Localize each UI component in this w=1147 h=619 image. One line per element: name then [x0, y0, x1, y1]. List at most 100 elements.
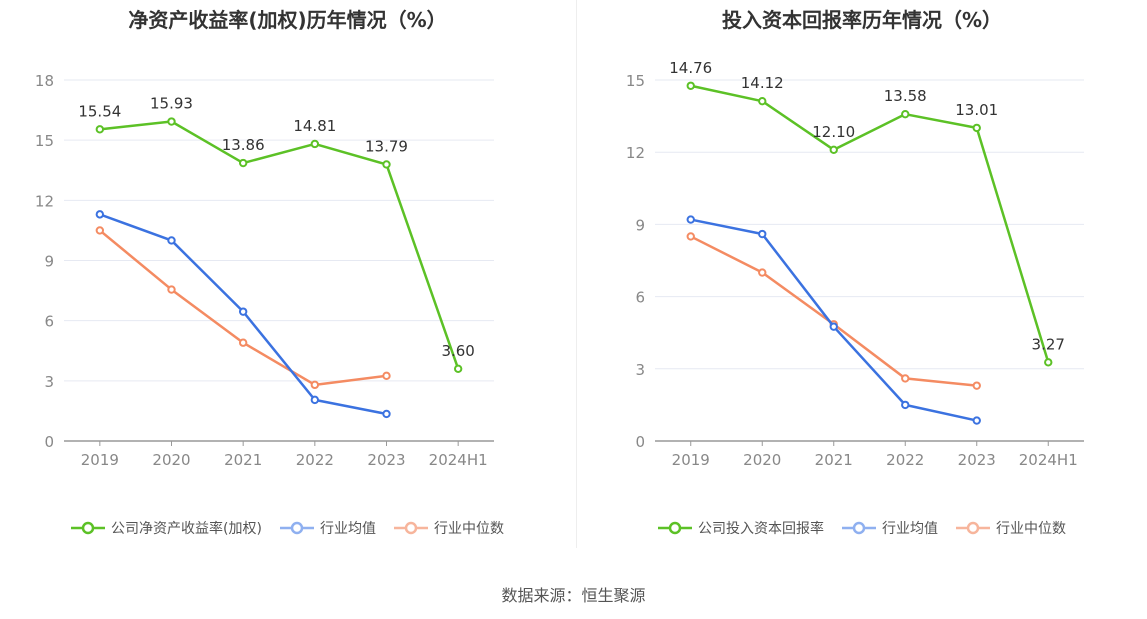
data-point [901, 109, 910, 119]
data-point [758, 268, 767, 277]
series-line [690, 218, 978, 422]
legend-item-company[interactable]: 公司投入资本回报率 [658, 518, 824, 538]
data-point [95, 210, 105, 219]
chart-legend: 公司投入资本回报率 行业均值 行业中位数 [577, 518, 1147, 538]
legend-marker-icon [393, 521, 428, 535]
data-point [686, 81, 695, 90]
legend-label: 行业中位数 [433, 521, 504, 537]
x-tick-label: 2020 [152, 451, 190, 469]
data-source-note: 数据来源：恒生聚源 [501, 586, 646, 605]
chart-panel-roe: 净资产收益率(加权)历年情况（%） 0 3 6 9 12 15 18 2019 2020 2021… [0, 0, 575, 560]
data-point [686, 215, 695, 224]
data-point [167, 117, 176, 126]
x-tick-label: 2023 [367, 451, 405, 469]
legend-label: 行业均值 [882, 521, 938, 537]
data-point [382, 409, 391, 419]
data-point [238, 307, 248, 316]
y-tick-label: 9 [635, 216, 645, 234]
legend-label: 行业均值 [319, 521, 376, 537]
data-label: 13.58 [884, 87, 927, 105]
data-label: 13.86 [222, 136, 265, 154]
data-label: 15.93 [150, 95, 193, 113]
data-point [901, 374, 910, 383]
data-label: 3.60 [441, 342, 474, 360]
y-tick-label: 3 [44, 373, 54, 391]
x-tick-label: 2023 [958, 451, 996, 469]
x-tick-label: 2020 [743, 451, 781, 469]
y-tick-label: 0 [44, 433, 54, 451]
x-tick-label: 2024H1 [1019, 451, 1078, 469]
data-point [829, 145, 838, 154]
series-line [690, 235, 977, 387]
legend-label: 公司投入资本回报率 [698, 521, 824, 537]
data-point [238, 338, 248, 347]
series-line [99, 120, 460, 370]
data-point [95, 226, 105, 235]
data-point [758, 229, 767, 239]
y-tick-label: 18 [35, 72, 54, 90]
y-tick-label: 9 [44, 253, 54, 271]
y-tick-label: 6 [44, 313, 54, 331]
data-point [382, 160, 391, 169]
y-tick-label: 15 [626, 72, 645, 90]
y-tick-label: 3 [635, 361, 645, 379]
data-point [310, 139, 320, 149]
x-tick-label: 2022 [296, 451, 334, 469]
roe-line-chart: 0 3 6 9 12 15 18 2019 2020 2021 2022 2023 2024H1 15.5… [35, 72, 494, 469]
data-point [167, 285, 176, 294]
y-tick-label: 0 [635, 433, 645, 451]
data-point [829, 322, 838, 331]
chart-title: 投入资本回报率历年情况（%） [721, 8, 1003, 32]
legend-marker-icon [658, 521, 692, 535]
data-point [382, 371, 391, 381]
y-tick-label: 12 [35, 192, 54, 210]
legend-marker-icon [956, 521, 990, 535]
data-point [686, 232, 695, 241]
legend-marker-icon [279, 521, 314, 535]
panel-divider [576, 0, 577, 548]
data-point [758, 96, 767, 106]
data-point [1044, 358, 1053, 367]
legend-marker-icon [842, 521, 876, 535]
legend-item-industry-median[interactable]: 行业中位数 [393, 518, 504, 538]
legend-item-industry-median[interactable]: 行业中位数 [956, 518, 1066, 538]
x-tick-label: 2024H1 [429, 451, 488, 469]
data-point [972, 123, 981, 133]
legend-item-industry-mean[interactable]: 行业均值 [279, 518, 376, 538]
data-point [238, 158, 248, 168]
x-tick-label: 2019 [672, 451, 710, 469]
data-label: 14.81 [293, 117, 336, 135]
x-tick-label: 2021 [815, 451, 853, 469]
data-label: 13.01 [955, 101, 998, 119]
legend-item-industry-mean[interactable]: 行业均值 [842, 518, 938, 538]
y-tick-label: 12 [626, 144, 645, 162]
chart-panel-roic: 投入资本回报率历年情况（%） 0 3 6 9 12 15 2019 2020 2021 2022 2… [577, 0, 1147, 560]
data-point [167, 236, 176, 245]
data-label: 14.12 [741, 74, 784, 92]
data-point [310, 380, 320, 390]
legend-label: 行业中位数 [996, 521, 1066, 537]
roic-line-chart: 0 3 6 9 12 15 2019 2020 2021 2022 2023 2024H1 14.76 1… [626, 59, 1084, 469]
y-tick-label: 15 [35, 132, 54, 150]
data-point [453, 364, 463, 373]
x-tick-label: 2021 [224, 451, 262, 469]
y-tick-label: 6 [635, 289, 645, 307]
data-point [901, 400, 910, 410]
data-label: 15.54 [78, 102, 121, 120]
data-point [310, 395, 320, 405]
data-point [972, 381, 981, 390]
data-label: 3.27 [1032, 335, 1065, 353]
data-label: 13.79 [365, 137, 408, 155]
legend-label: 公司净资产收益率(加权) [111, 521, 262, 537]
chart-title: 净资产收益率(加权)历年情况（%） [128, 8, 447, 32]
data-label: 14.76 [669, 59, 712, 77]
x-tick-label: 2019 [81, 451, 119, 469]
series-line [690, 84, 1050, 363]
legend-item-company[interactable]: 公司净资产收益率(加权) [71, 518, 262, 538]
chart-legend: 公司净资产收益率(加权) 行业均值 行业中位数 [0, 518, 575, 538]
data-label: 12.10 [812, 123, 855, 141]
legend-marker-icon [71, 521, 106, 535]
data-point [972, 416, 981, 425]
x-tick-label: 2022 [886, 451, 924, 469]
data-point [95, 125, 105, 134]
